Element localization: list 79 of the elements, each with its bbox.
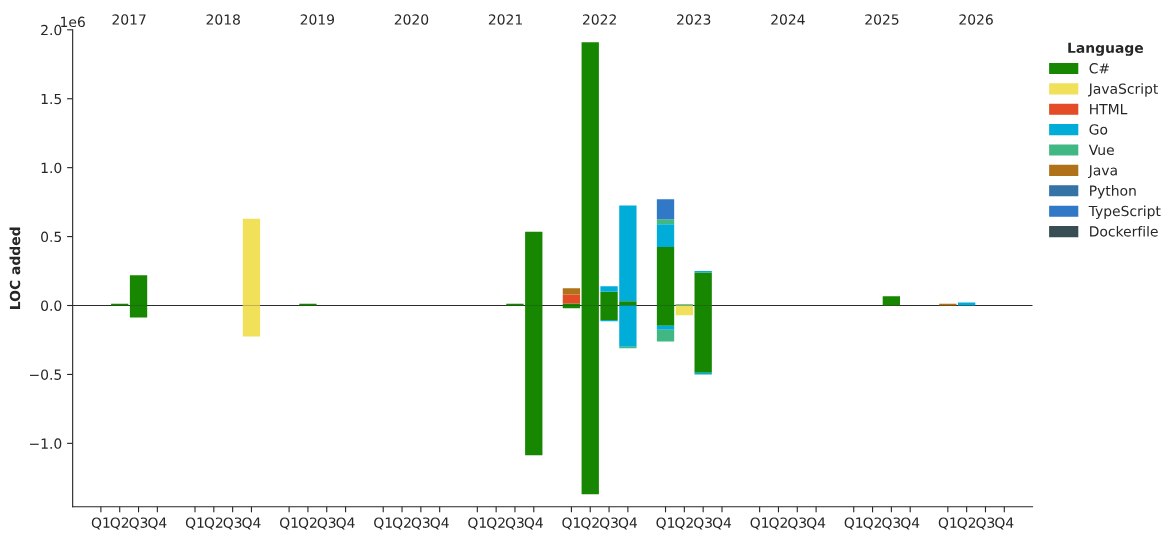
x-tick-label: Q2 — [581, 517, 599, 530]
y-tick-label: 0.5 — [41, 231, 62, 243]
x-tick-label: Q3 — [317, 517, 336, 530]
x-tick-label: Q2 — [110, 517, 129, 530]
x-tick-label: Q1 — [656, 517, 675, 530]
x-tick-label: Q4 — [712, 517, 732, 530]
bar — [656, 329, 675, 342]
x-tick-label: Q3 — [882, 517, 901, 530]
y-tick-label: 2.0 — [41, 24, 62, 36]
x-tick-label: Q4 — [618, 517, 637, 530]
y-tick-label: 0.0 — [41, 300, 62, 311]
x-tick-label: Q2 — [392, 517, 411, 530]
bar — [562, 288, 581, 295]
text: 2021 — [488, 14, 522, 25]
x-tick-label: Q4 — [148, 517, 167, 530]
x-tick-label: Q1 — [750, 517, 769, 530]
x-tick-label: Q3 — [599, 517, 618, 530]
text: 2026 — [959, 14, 993, 25]
legend-label: Java — [1088, 165, 1117, 179]
x-tick-label: Q4 — [995, 517, 1014, 530]
text: 2020 — [394, 14, 429, 25]
legend-label: Python — [1090, 185, 1136, 199]
text: 2023 — [677, 14, 711, 25]
x-tick-label: Q2 — [675, 517, 693, 530]
text: 2019 — [300, 14, 335, 25]
legend-label: C# — [1089, 63, 1109, 74]
x-tick-label: Q1 — [185, 517, 204, 530]
bar — [958, 302, 976, 306]
x-tick-label: Q1 — [844, 517, 863, 530]
bar — [656, 224, 675, 247]
bar — [562, 294, 581, 304]
x-tick-label: Q1 — [280, 517, 298, 530]
x-tick-label: Q3 — [411, 517, 430, 530]
bar — [656, 199, 675, 220]
x-tick-label: Q3 — [223, 517, 242, 530]
x-tick-label: Q1 — [374, 517, 392, 530]
text: 2017 — [112, 14, 146, 25]
y-tick-label: −1.0 — [29, 438, 62, 449]
legend-label: TypeScript — [1088, 205, 1161, 219]
x-tick-label: Q4 — [430, 517, 449, 530]
y-axis-title: LOC added — [9, 227, 21, 309]
x-tick-label: Q1 — [562, 517, 581, 530]
x-tick-label: Q3 — [976, 517, 995, 530]
x-tick-label: Q4 — [901, 517, 920, 530]
text: 2025 — [865, 14, 899, 25]
x-tick-label: Q3 — [505, 517, 524, 530]
bar — [656, 219, 675, 225]
x-tick-label: Q4 — [806, 517, 826, 530]
legend-label: HTML — [1090, 104, 1128, 115]
x-tick-label: Q1 — [468, 517, 486, 530]
legend-label: JavaScript — [1088, 83, 1159, 97]
legend-title: Language — [1068, 42, 1144, 56]
legend-label: Dockerfile — [1090, 225, 1158, 237]
text: 2018 — [206, 14, 240, 25]
x-tick-label: Q4 — [524, 517, 543, 530]
x-tick-label: Q2 — [957, 517, 976, 530]
x-tick-label: Q2 — [298, 517, 317, 530]
x-tick-label: Q3 — [788, 517, 807, 530]
x-tick-label: Q2 — [863, 517, 882, 530]
bar — [675, 305, 693, 316]
text: 2022 — [582, 14, 616, 25]
x-tick-label: Q4 — [336, 517, 355, 530]
y-tick-label: −0.5 — [29, 369, 62, 380]
y-tick-label: 1.5 — [41, 93, 62, 105]
x-tick-label: Q3 — [129, 517, 148, 530]
bar — [882, 296, 901, 306]
legend-label: Go — [1089, 124, 1108, 135]
text: 2024 — [771, 14, 805, 25]
x-tick-label: Q2 — [769, 517, 787, 530]
x-tick-label: Q2 — [204, 517, 223, 530]
x-tick-label: Q1 — [91, 517, 110, 530]
x-tick-label: Q1 — [938, 517, 957, 530]
x-tick-label: Q4 — [242, 517, 261, 530]
x-tick-label: Q3 — [694, 517, 712, 530]
x-tick-label: Q2 — [487, 517, 505, 530]
y-tick-label: 1.0 — [41, 162, 62, 174]
bar — [656, 325, 675, 330]
text: 1e6 — [61, 16, 85, 28]
legend-label: Vue — [1088, 144, 1114, 156]
